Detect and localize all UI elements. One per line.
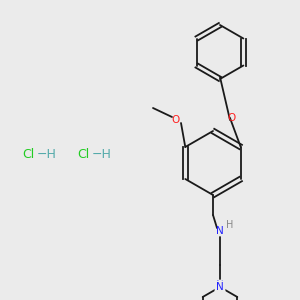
Text: N: N <box>216 282 224 292</box>
Text: Cl: Cl <box>77 148 89 161</box>
Text: −H: −H <box>37 148 57 161</box>
Text: H: H <box>226 220 234 230</box>
Text: N: N <box>216 280 224 290</box>
Text: Cl: Cl <box>22 148 34 161</box>
Text: N: N <box>216 226 224 236</box>
Text: O: O <box>172 115 180 125</box>
Text: O: O <box>228 113 236 123</box>
Text: −H: −H <box>92 148 112 161</box>
